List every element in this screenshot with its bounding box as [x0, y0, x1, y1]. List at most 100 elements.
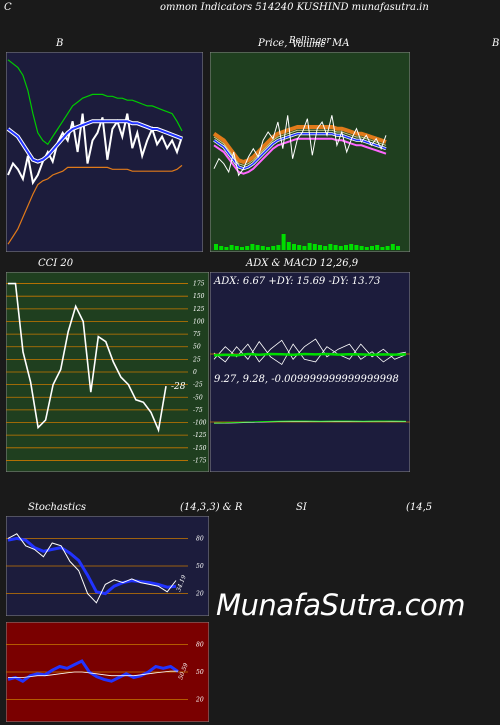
volume-bar	[245, 246, 250, 250]
volume-bar	[380, 247, 385, 250]
adx-background	[210, 272, 410, 472]
volume-bar	[234, 246, 239, 250]
rsi-line	[7, 659, 179, 683]
bollinger-chart	[6, 52, 203, 252]
volume-bar	[292, 244, 296, 250]
volume-bar	[307, 243, 312, 250]
volume-bar	[354, 245, 359, 250]
volume-bar	[318, 245, 322, 250]
cci-tick-label: -50	[193, 394, 203, 401]
bollinger-middle-line	[7, 120, 183, 163]
macd-readout: 9.27, 9.28, -0.009999999999999998	[214, 374, 399, 385]
volume-bar	[276, 245, 281, 250]
right-edge-label: B	[492, 38, 500, 49]
volume-bar	[281, 234, 286, 250]
macd-signal-line	[213, 420, 407, 424]
adx-chart: ADX: 6.67 +DY: 15.69 -DY: 13.73 9.27, 9.…	[210, 272, 410, 472]
cci-tick-label: 25	[192, 356, 201, 363]
watermark: MunafaSutra.com	[216, 588, 466, 622]
price-label-volume: Volume	[292, 40, 326, 50]
cci-tick-label: 100	[193, 318, 205, 325]
volume-bar	[396, 246, 400, 250]
cci-label: CCI 20	[38, 258, 74, 269]
cci-tick-label: -25	[193, 382, 203, 389]
rsi-tick-label: 20	[195, 697, 204, 704]
cci-tick-label: 0	[193, 369, 197, 376]
price-ma-light	[213, 129, 387, 166]
price-line	[213, 115, 387, 177]
volume-bar	[364, 247, 369, 250]
stoch-label: Stochastics	[28, 502, 86, 513]
price-ma-pink	[213, 137, 387, 175]
volume-bar	[390, 244, 395, 250]
volume-bar	[302, 246, 307, 250]
volume-bar	[219, 246, 224, 250]
cci-tick-label: 150	[193, 293, 205, 300]
bollinger-label: B	[56, 38, 64, 49]
rsi-tick-label: 80	[196, 641, 204, 648]
volume-bar	[349, 244, 354, 250]
rsi-params: (14,5	[406, 502, 433, 513]
volume-bar	[359, 246, 364, 250]
volume-bar	[214, 244, 218, 250]
bollinger-background	[6, 52, 203, 252]
cci-tick-label: -125	[193, 432, 207, 439]
bollinger-lower-line	[7, 164, 183, 245]
rsi-tick-label: 50	[196, 669, 204, 676]
volume-bar	[255, 245, 260, 250]
adx-readout: ADX: 6.67 +DY: 15.69 -DY: 13.73	[213, 276, 380, 287]
rsi-signal-line	[8, 670, 178, 678]
cci-tick-label: -75	[193, 407, 203, 414]
stoch-params: (14,3,3) & R	[180, 502, 243, 513]
volume-bar	[297, 245, 302, 250]
volume-bar	[240, 247, 244, 250]
volume-bar	[286, 242, 291, 250]
volume-bar	[271, 246, 276, 250]
volume-bar	[385, 246, 390, 250]
volume-bar	[338, 246, 343, 250]
price-label-bollinger: Bollinger	[289, 36, 331, 46]
volume-bar	[229, 245, 234, 250]
price-middle-line	[213, 132, 387, 170]
volume-bar	[312, 244, 317, 250]
volume-bar	[224, 247, 229, 250]
header-left-char: C	[4, 2, 12, 13]
bollinger-upper-line	[7, 59, 183, 146]
cci-chart: 175 150 125 100 75 50 25 0 -25 -50 -75 -100 -125 -150…	[6, 272, 209, 472]
cci-tick-label: -150	[193, 445, 207, 452]
volume-bar	[260, 246, 265, 250]
rsi-label: SI	[296, 502, 307, 513]
volume-bar	[333, 245, 338, 250]
price-label: Price,	[258, 38, 288, 49]
volume-bar	[375, 245, 380, 250]
stoch-tick-label: 20	[195, 591, 204, 598]
adx-line	[213, 352, 407, 357]
volume-bar	[250, 244, 255, 250]
price-ma-orange	[212, 125, 387, 165]
volume-bar	[266, 247, 270, 250]
cci-tick-label: -175	[193, 457, 207, 464]
cci-last-value: -28	[171, 382, 186, 392]
stoch-tick-label: 50	[196, 563, 204, 570]
price-chart	[210, 52, 410, 252]
stoch-d-line	[7, 536, 177, 596]
volume-bar	[370, 246, 374, 250]
stoch-tick-label: 80	[196, 535, 204, 542]
volume-bar	[323, 246, 328, 250]
cci-tick-label: 125	[193, 306, 205, 313]
cci-tick-label: -100	[193, 420, 207, 427]
price-label-ma: MA	[332, 38, 350, 49]
stoch-k-line	[7, 533, 177, 604]
bollinger-price-line	[7, 113, 183, 186]
volume-bar	[344, 245, 348, 250]
cci-tick-label: 75	[193, 331, 201, 338]
price-background	[210, 52, 410, 252]
cci-tick-label: 175	[193, 281, 205, 288]
page-title: ommon Indicators 514240 KUSHIND munafasu…	[160, 2, 429, 13]
volume-bar	[328, 244, 333, 250]
adx-label: ADX & MACD 12,26,9	[246, 258, 359, 269]
cci-line	[8, 282, 167, 433]
cci-tick-label: 50	[193, 344, 201, 351]
